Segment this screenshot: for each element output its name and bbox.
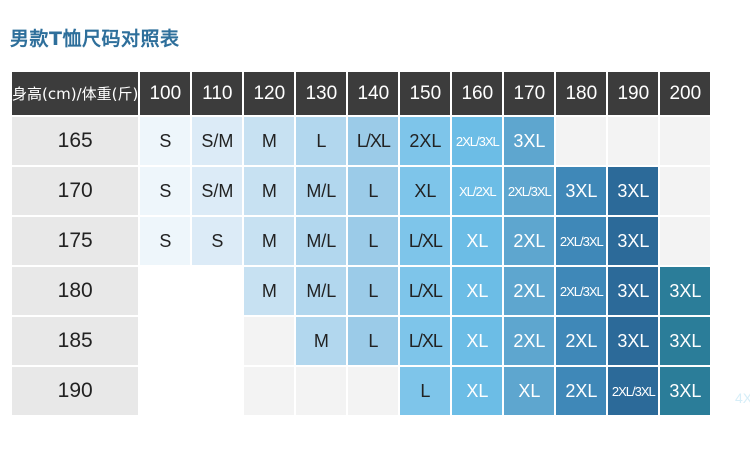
size-cell: 2XL xyxy=(556,367,607,415)
size-cell: 2XL/3XL xyxy=(608,367,659,415)
size-cell: S xyxy=(140,167,191,215)
size-cell: M xyxy=(244,117,295,165)
size-cell: M/L xyxy=(296,217,347,265)
header-row: 身高(cm)/体重(斤) 100 110 120 130 140 150 160… xyxy=(12,72,711,115)
size-cell: L xyxy=(348,167,399,215)
size-cell xyxy=(556,117,607,165)
size-cell: XL xyxy=(504,367,555,415)
size-cell: L/XL xyxy=(400,317,451,365)
weight-header: 110 xyxy=(192,72,243,115)
table-row: 165 S S/M M L L/XL 2XL 2XL/3XL 3XL xyxy=(12,117,711,165)
size-cell: L/XL xyxy=(400,267,451,315)
size-cell xyxy=(244,317,295,365)
size-cell: 2XL xyxy=(400,117,451,165)
size-cell: 3XL xyxy=(660,267,711,315)
table-row: 180 M M/L L L/XL XL 2XL 2XL/3XL 3XL 3XL xyxy=(12,267,711,315)
size-cell xyxy=(660,217,711,265)
size-cell: 3XL xyxy=(504,117,555,165)
height-label: 180 xyxy=(12,267,139,315)
size-chart-table: 身高(cm)/体重(斤) 100 110 120 130 140 150 160… xyxy=(10,70,712,417)
size-cell: L xyxy=(348,217,399,265)
size-cell: 2XL xyxy=(556,317,607,365)
weight-header: 190 xyxy=(608,72,659,115)
size-cell xyxy=(140,317,191,365)
size-cell: S/M xyxy=(192,167,243,215)
size-cell xyxy=(192,367,243,415)
height-label: 185 xyxy=(12,317,139,365)
weight-header: 130 xyxy=(296,72,347,115)
size-cell xyxy=(192,267,243,315)
size-cell: S xyxy=(140,217,191,265)
table-row: 190 L XL XL 2XL 2XL/3XL 3XL xyxy=(12,367,711,415)
size-cell: M xyxy=(244,167,295,215)
weight-header: 100 xyxy=(140,72,191,115)
size-cell xyxy=(660,117,711,165)
size-cell: S xyxy=(192,217,243,265)
size-cell: S xyxy=(140,117,191,165)
size-cell: M/L xyxy=(296,267,347,315)
height-label: 175 xyxy=(12,217,139,265)
size-cell: 3XL xyxy=(660,317,711,365)
weight-header: 180 xyxy=(556,72,607,115)
size-cell: XL/2XL xyxy=(452,167,503,215)
height-label: 170 xyxy=(12,167,139,215)
size-cell xyxy=(348,367,399,415)
size-cell xyxy=(660,167,711,215)
size-cell xyxy=(608,117,659,165)
weight-header: 140 xyxy=(348,72,399,115)
size-cell xyxy=(296,367,347,415)
table-row: 170 S S/M M M/L L XL XL/2XL 2XL/3XL 3XL 3XL xyxy=(12,167,711,215)
size-chart-body: 165 S S/M M L L/XL 2XL 2XL/3XL 3XL 170 S S/M M M/L L XL… xyxy=(12,117,711,415)
size-cell: 3XL xyxy=(608,217,659,265)
height-label: 165 xyxy=(12,117,139,165)
weight-header: 170 xyxy=(504,72,555,115)
size-cell: M xyxy=(244,267,295,315)
page-title: 男款T恤尺码对照表 xyxy=(10,28,180,50)
size-cell: L xyxy=(348,267,399,315)
size-cell: 2XL xyxy=(504,267,555,315)
size-cell: XL xyxy=(452,317,503,365)
size-cell: 2XL/3XL xyxy=(556,217,607,265)
size-cell: 2XL xyxy=(504,217,555,265)
size-cell: L xyxy=(296,117,347,165)
corner-label: 身高(cm)/体重(斤) xyxy=(12,72,139,115)
ghost-text: 4X xyxy=(735,390,750,406)
weight-header: 120 xyxy=(244,72,295,115)
size-cell: L/XL xyxy=(400,217,451,265)
table-row: 175 S S M M/L L L/XL XL 2XL 2XL/3XL 3XL xyxy=(12,217,711,265)
size-cell xyxy=(140,367,191,415)
size-cell xyxy=(192,317,243,365)
weight-header: 150 xyxy=(400,72,451,115)
size-cell: M xyxy=(244,217,295,265)
weight-header: 200 xyxy=(660,72,711,115)
size-cell: XL xyxy=(452,267,503,315)
size-cell: XL xyxy=(452,217,503,265)
size-cell xyxy=(140,267,191,315)
size-cell: 2XL/3XL xyxy=(504,167,555,215)
size-cell: M/L xyxy=(296,167,347,215)
size-cell: 3XL xyxy=(660,367,711,415)
size-cell: L/XL xyxy=(348,117,399,165)
size-cell: 3XL xyxy=(556,167,607,215)
size-cell: 2XL/3XL xyxy=(452,117,503,165)
weight-header: 160 xyxy=(452,72,503,115)
size-cell: 2XL xyxy=(504,317,555,365)
size-cell: 3XL xyxy=(608,317,659,365)
size-cell: 3XL xyxy=(608,267,659,315)
table-row: 185 M L L/XL XL 2XL 2XL 3XL 3XL xyxy=(12,317,711,365)
size-cell: M xyxy=(296,317,347,365)
size-cell: L xyxy=(400,367,451,415)
size-cell: S/M xyxy=(192,117,243,165)
size-cell: XL xyxy=(452,367,503,415)
size-cell: 2XL/3XL xyxy=(556,267,607,315)
size-cell: XL xyxy=(400,167,451,215)
size-cell xyxy=(244,367,295,415)
size-cell: 3XL xyxy=(608,167,659,215)
size-cell: L xyxy=(348,317,399,365)
height-label: 190 xyxy=(12,367,139,415)
